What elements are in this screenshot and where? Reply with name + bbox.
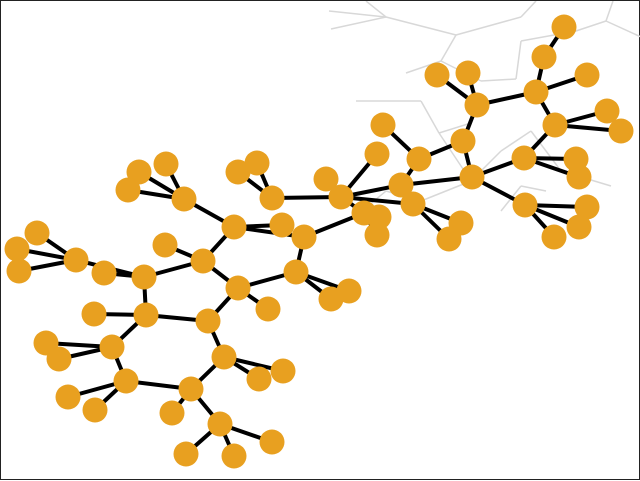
atom: [91, 260, 117, 286]
ghost-line: [520, 1, 537, 18]
atom: [450, 128, 476, 154]
ghost-line: [385, 16, 457, 36]
atom: [594, 98, 620, 124]
atom: [364, 141, 390, 167]
ghost-line: [330, 16, 387, 30]
atom: [81, 301, 107, 327]
atom: [55, 384, 81, 410]
atom: [291, 224, 317, 250]
atom: [195, 308, 221, 334]
atom: [133, 302, 159, 328]
atom: [436, 226, 462, 252]
atom: [207, 411, 233, 437]
atom: [388, 172, 414, 198]
atom: [531, 44, 557, 70]
atom-layer: [4, 14, 634, 469]
atom: [523, 79, 549, 105]
atom: [574, 62, 600, 88]
ghost-line: [530, 130, 562, 172]
atom: [459, 164, 485, 190]
atom: [126, 159, 152, 185]
atom: [246, 366, 272, 392]
atom: [153, 151, 179, 177]
atom: [211, 344, 237, 370]
ghost-line: [438, 122, 472, 134]
ghost-line: [480, 78, 517, 82]
ghost-line: [605, 1, 614, 22]
ghost-line: [500, 130, 532, 152]
atom: [608, 118, 634, 144]
atom: [113, 368, 139, 394]
atom: [159, 400, 185, 426]
atom: [82, 397, 108, 423]
atom: [178, 376, 204, 402]
atom: [244, 150, 270, 176]
atom: [406, 146, 432, 172]
atom: [221, 443, 247, 469]
atom: [6, 258, 32, 284]
atom: [225, 275, 251, 301]
atom: [541, 224, 567, 250]
atom: [566, 214, 592, 240]
atom: [512, 192, 538, 218]
atom: [259, 185, 285, 211]
atom: [152, 232, 178, 258]
atom: [574, 194, 600, 220]
atom: [171, 186, 197, 212]
atom: [542, 112, 568, 138]
ghost-line: [440, 34, 457, 62]
atom: [46, 346, 72, 372]
ghost-line: [420, 100, 440, 134]
atom: [221, 214, 247, 240]
ghost-line: [605, 20, 640, 38]
atom: [4, 236, 30, 262]
ghost-line: [328, 10, 387, 18]
atom: [566, 164, 592, 190]
atom: [269, 212, 295, 238]
atom: [511, 145, 537, 171]
atom: [313, 166, 339, 192]
atom: [255, 296, 281, 322]
atom: [270, 358, 296, 384]
atom: [115, 177, 141, 203]
atom: [63, 247, 89, 273]
atom: [364, 222, 390, 248]
atom: [24, 220, 50, 246]
atom: [370, 112, 396, 138]
ghost-line: [455, 16, 522, 36]
atom: [173, 441, 199, 467]
background-ghost-structure: [328, 1, 640, 217]
atom: [225, 159, 251, 185]
atom: [99, 334, 125, 360]
atom: [551, 14, 577, 40]
atom: [259, 429, 285, 455]
atom: [464, 92, 490, 118]
atom: [336, 278, 362, 304]
ghost-line: [365, 1, 387, 18]
atom: [190, 248, 216, 274]
ghost-line: [575, 20, 607, 32]
atom: [131, 264, 157, 290]
atom: [328, 184, 354, 210]
ghost-line: [520, 185, 547, 192]
atom: [400, 191, 426, 217]
atom: [283, 259, 309, 285]
atom: [424, 62, 450, 88]
atom: [455, 60, 481, 86]
ghost-line: [515, 40, 522, 80]
